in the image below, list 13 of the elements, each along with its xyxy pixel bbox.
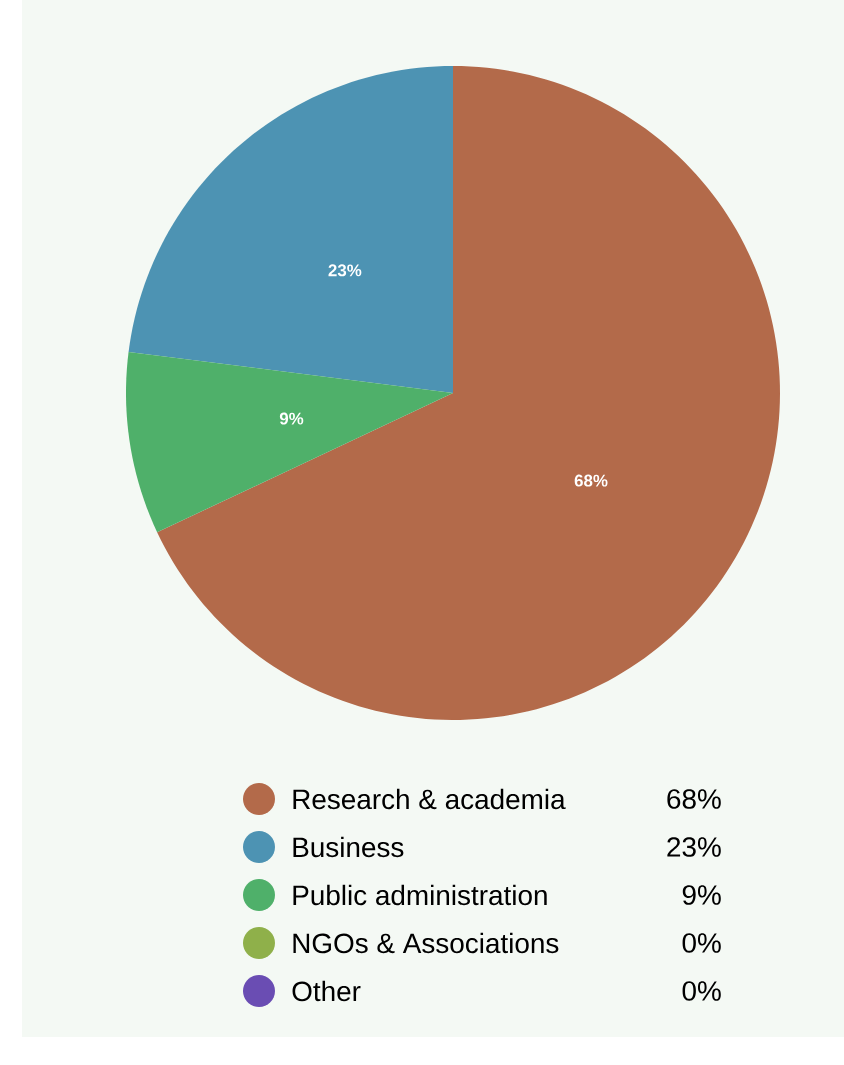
text: 9%: [682, 885, 721, 905]
legend-label: Research & academia: [293, 788, 566, 810]
text: 0%: [682, 981, 721, 1001]
text: 0%: [682, 933, 721, 953]
legend-label: Other: [292, 980, 361, 1002]
legend-label: Public administration: [293, 884, 547, 906]
data-label: 9%: [279, 412, 304, 425]
legend-label: NGOs & Associations: [293, 932, 559, 954]
data-label: 23%: [328, 264, 362, 277]
text: 68%: [667, 789, 721, 809]
text: 23%: [667, 837, 721, 857]
data-label: 68%: [574, 474, 608, 487]
legend-label: Business: [293, 836, 404, 858]
